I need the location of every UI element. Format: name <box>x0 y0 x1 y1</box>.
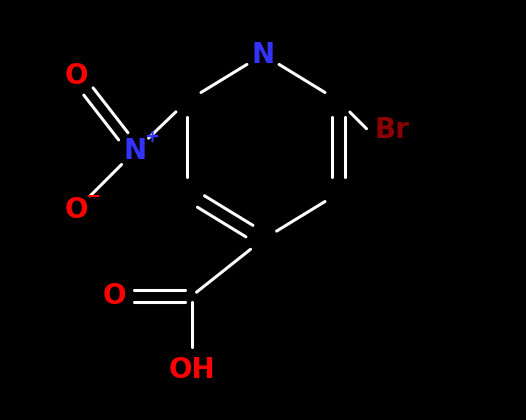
Text: Br: Br <box>375 116 409 144</box>
Text: O: O <box>102 282 126 310</box>
Text: OH: OH <box>168 356 215 383</box>
Text: −: − <box>85 188 100 205</box>
Text: O: O <box>64 62 88 89</box>
Text: N: N <box>251 41 275 68</box>
Text: +: + <box>144 128 159 145</box>
Text: N: N <box>123 137 146 165</box>
Text: O: O <box>64 196 88 224</box>
